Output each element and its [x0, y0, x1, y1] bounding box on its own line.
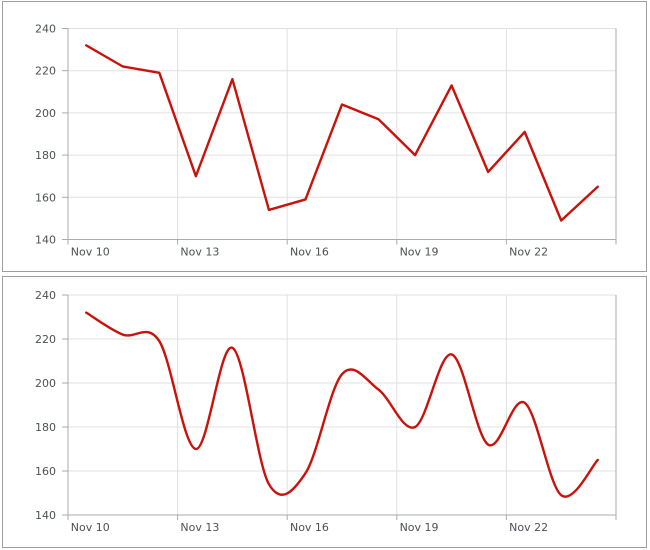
x-axis-tick-label: Nov 16: [290, 246, 329, 259]
line-chart-straight[interactable]: 140 160 180 200 220 240 Nov 10 Nov 13 Nov 16 Nov …: [3, 2, 646, 270]
y-axis-tick-label: 160: [35, 191, 56, 204]
y-axis-tick-label: 180: [35, 149, 56, 162]
x-axis-tick-label: Nov 22: [509, 521, 548, 534]
y-axis-tick-label: 200: [35, 107, 56, 120]
series-line-smooth: [85, 311, 599, 498]
y-axis-tick-label: 220: [35, 65, 56, 78]
y-axis-tick-label: 160: [35, 465, 56, 478]
x-axis-tick-label: Nov 16: [290, 521, 329, 534]
y-axis-tick-label: 200: [35, 377, 56, 390]
y-axis-tick-label: 220: [35, 333, 56, 346]
y-axis-tick-label: 180: [35, 421, 56, 434]
line-chart-smooth[interactable]: 140 160 180 200 220 240 Nov 10 Nov 13 Nov 16 Nov …: [3, 277, 646, 546]
x-axis-tick-label: Nov 19: [400, 246, 439, 259]
panel-straight-line-chart: 140 160 180 200 220 240 Nov 10 Nov 13 Nov 16 Nov …: [2, 1, 647, 272]
x-axis-tick-label: Nov 13: [180, 521, 219, 534]
y-axis-tick-label: 240: [35, 289, 56, 302]
x-axis-tick-label: Nov 13: [180, 246, 219, 259]
panel-smooth-line-chart: 140 160 180 200 220 240 Nov 10 Nov 13 Nov 16 Nov …: [2, 276, 647, 548]
x-axis-tick-label: Nov 10: [71, 521, 110, 534]
series-line-straight: [85, 44, 599, 222]
x-axis-tick-label: Nov 19: [400, 521, 439, 534]
y-axis-tick-label: 240: [35, 23, 56, 36]
x-axis-tick-label: Nov 22: [509, 246, 548, 259]
x-axis-tick-label: Nov 10: [71, 246, 110, 259]
y-axis-tick-label: 140: [35, 234, 56, 247]
y-axis-tick-label: 140: [35, 509, 56, 522]
